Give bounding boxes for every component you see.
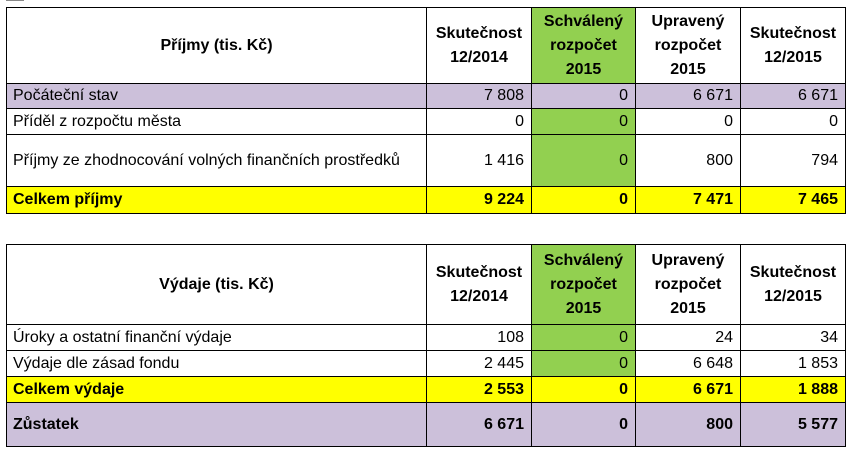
cell-value: 9 224 [426,186,532,214]
header-adjusted-budget-2015: Upravený rozpočet 2015 [635,7,741,84]
cell-value: 6 671 [635,83,741,109]
header-actual-2015: Skutečnost 12/2015 [740,244,846,325]
cell-value: 7 465 [740,186,846,214]
cell-value: 0 [531,83,636,109]
cell-value: 2 445 [426,350,532,377]
table-row: Úroky a ostatní finanční výdaje 108 0 24… [6,324,846,351]
cell-value: 34 [740,324,846,351]
row-label: Zůstatek [6,402,427,447]
cell-value: 800 [635,402,741,447]
header-approved-budget-2015: Schválený rozpočet 2015 [531,244,636,325]
cell-value: 6 671 [740,83,846,109]
cell-value: 800 [635,134,741,187]
row-label: Úroky a ostatní finanční výdaje [6,324,427,351]
expense-table-title: Výdaje (tis. Kč) [6,244,427,325]
income-table: Příjmy (tis. Kč) Skutečnost 12/2014 Schv… [6,7,846,214]
row-label: Celkem výdaje [6,376,427,403]
income-total-row: Celkem příjmy 9 224 0 7 471 7 465 [6,186,846,214]
row-label: Příděl z rozpočtu města [6,108,427,135]
cell-value: 6 671 [635,376,741,403]
cell-value: 0 [531,186,636,214]
row-label: Výdaje dle zásad fondu [6,350,427,377]
income-table-title: Příjmy (tis. Kč) [6,7,427,84]
cell-value: 0 [740,108,846,135]
table-row: Příjmy ze zhodnocování volných finančníc… [6,134,846,187]
row-label: Počáteční stav [6,83,427,109]
row-label: Celkem příjmy [6,186,427,214]
cell-value: 7 471 [635,186,741,214]
cell-value: 108 [426,324,532,351]
cell-value: 1 853 [740,350,846,377]
table-row: Počáteční stav 7 808 0 6 671 6 671 [6,83,846,109]
expense-total-row: Celkem výdaje 2 553 0 6 671 1 888 [6,376,846,403]
balance-row: Zůstatek 6 671 0 800 5 577 [6,402,846,447]
cell-value: 0 [531,402,636,447]
cell-value: 0 [531,324,636,351]
income-header-row: Příjmy (tis. Kč) Skutečnost 12/2014 Schv… [6,7,846,84]
cell-value: 6 648 [635,350,741,377]
table-row: Příděl z rozpočtu města 0 0 0 0 [6,108,846,135]
cell-value: 0 [531,376,636,403]
expense-table: Výdaje (tis. Kč) Skutečnost 12/2014 Schv… [6,244,846,447]
header-approved-budget-2015: Schválený rozpočet 2015 [531,7,636,84]
cell-value: 794 [740,134,846,187]
header-actual-2014: Skutečnost 12/2014 [426,7,532,84]
cell-value: 5 577 [740,402,846,447]
cell-value: 0 [635,108,741,135]
cell-value: 24 [635,324,741,351]
header-actual-2015: Skutečnost 12/2015 [740,7,846,84]
top-edge-line [6,0,24,5]
expense-header-row: Výdaje (tis. Kč) Skutečnost 12/2014 Schv… [6,244,846,325]
cell-value: 1 416 [426,134,532,187]
table-row: Výdaje dle zásad fondu 2 445 0 6 648 1 8… [6,350,846,377]
cell-value: 0 [531,134,636,187]
cell-value: 0 [426,108,532,135]
cell-value: 7 808 [426,83,532,109]
cell-value: 6 671 [426,402,532,447]
cell-value: 1 888 [740,376,846,403]
cell-value: 0 [531,350,636,377]
cell-value: 0 [531,108,636,135]
header-actual-2014: Skutečnost 12/2014 [426,244,532,325]
cell-value: 2 553 [426,376,532,403]
header-adjusted-budget-2015: Upravený rozpočet 2015 [635,244,741,325]
row-label: Příjmy ze zhodnocování volných finančníc… [6,134,427,187]
